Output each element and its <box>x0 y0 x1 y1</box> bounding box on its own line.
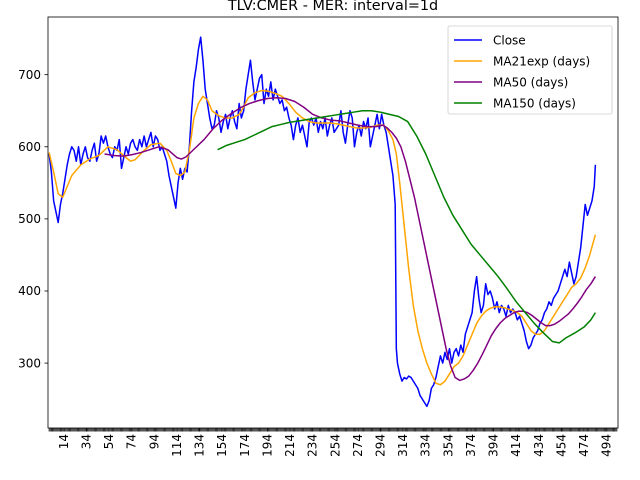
y-tick-label: 300 <box>18 356 41 370</box>
x-tick-label: 54 <box>102 434 116 449</box>
x-tick-label: 34 <box>79 434 93 449</box>
chart-title: TLV:CMER - MER: interval=1d <box>227 0 438 14</box>
x-tick-label: 14 <box>57 434 71 449</box>
x-tick-label: 234 <box>306 434 320 457</box>
legend-label: Close <box>493 33 526 47</box>
x-tick-label: 174 <box>238 434 252 457</box>
x-tick-label: 314 <box>396 434 410 457</box>
x-tick-label: 494 <box>600 434 614 457</box>
x-tick-label: 74 <box>125 434 139 449</box>
x-tick-label: 94 <box>147 434 161 449</box>
x-tick-label: 294 <box>374 434 388 457</box>
y-tick-label: 700 <box>18 68 41 82</box>
x-tick-label: 194 <box>260 434 274 457</box>
x-axis-minor-ticks <box>48 428 618 432</box>
x-tick-label: 214 <box>283 434 297 457</box>
legend-label: MA50 (days) <box>493 75 568 89</box>
y-tick-label: 400 <box>18 284 41 298</box>
legend-label: MA150 (days) <box>493 96 576 110</box>
y-tick-label: 500 <box>18 212 41 226</box>
axes-layer: 14 34 54 74 94 114 134 154 174 194 214 234 254 274 294… <box>18 68 618 457</box>
series-layer <box>48 36 597 408</box>
x-tick-label: 414 <box>509 434 523 457</box>
x-tick-label: 274 <box>351 434 365 457</box>
x-tick-label: 114 <box>170 434 184 457</box>
x-tick-label: 474 <box>577 434 591 457</box>
x-tick-label: 434 <box>532 434 546 457</box>
x-tick-label: 374 <box>464 434 478 457</box>
y-tick-label: 600 <box>18 140 41 154</box>
x-tick-label: 354 <box>441 434 455 457</box>
legend-box <box>447 25 613 115</box>
x-tick-label: 134 <box>193 434 207 457</box>
x-tick-label: 334 <box>419 434 433 457</box>
x-tick-label: 454 <box>554 434 568 457</box>
series-line-ma50-days <box>104 97 597 382</box>
x-tick-label: 394 <box>487 434 501 457</box>
x-tick-label: 254 <box>328 434 342 457</box>
legend-label: MA21exp (days) <box>493 54 590 68</box>
x-tick-label: 154 <box>215 434 229 457</box>
legend-entries: Close MA21exp (days) MA50 (days) MA150 (day… <box>454 33 590 110</box>
legend: Close MA21exp (days) MA50 (days) MA150 (day… <box>447 25 613 115</box>
series-line-ma150-days <box>217 109 597 344</box>
